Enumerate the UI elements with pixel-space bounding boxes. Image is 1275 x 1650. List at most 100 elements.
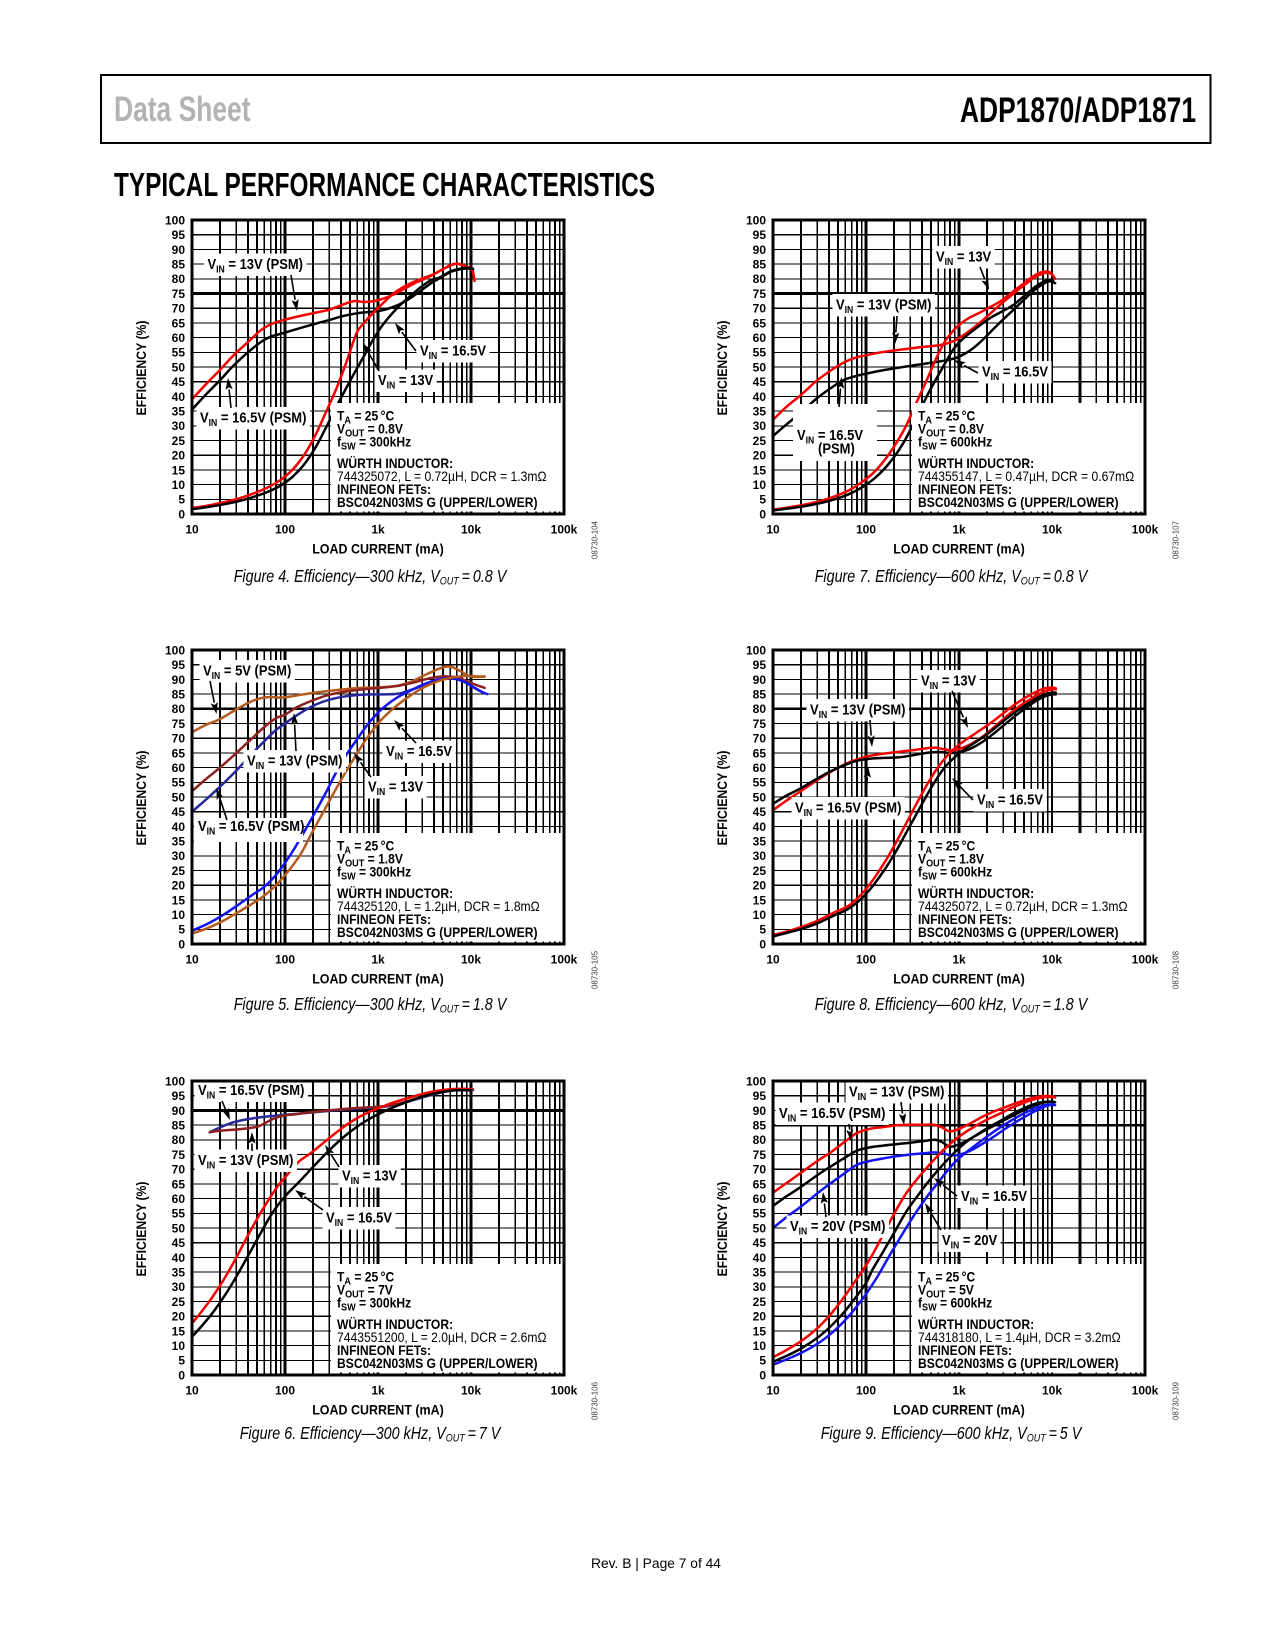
svg-text:Figure 5. Efficiency—300 kHz,: Figure 5. Efficiency—300 kHz, VOUT = 1.8… [234,994,508,1015]
svg-text:80: 80 [172,1133,186,1147]
svg-text:BSC042N03MS G (UPPER/LOWER): BSC042N03MS G (UPPER/LOWER) [918,924,1119,940]
svg-text:TA = 25 °C: TA = 25 °C [918,1269,975,1288]
svg-text:10: 10 [185,953,199,967]
svg-text:744318180, L = 1.4µH, DCR = 3.: 744318180, L = 1.4µH, DCR = 3.2mΩ [918,1329,1121,1345]
svg-text:BSC042N03MS G (UPPER/LOWER): BSC042N03MS G (UPPER/LOWER) [337,924,538,940]
svg-text:TA = 25 °C: TA = 25 °C [337,1269,394,1288]
svg-text:VIN = 5V (PSM): VIN = 5V (PSM) [203,663,291,682]
svg-text:EFFICIENCY (%): EFFICIENCY (%) [133,751,149,846]
svg-text:45: 45 [172,375,186,389]
svg-text:30: 30 [753,419,767,433]
svg-text:EFFICIENCY (%): EFFICIENCY (%) [133,321,149,416]
svg-text:95: 95 [172,658,186,672]
svg-text:20: 20 [753,449,767,463]
svg-text:WÜRTH INDUCTOR:: WÜRTH INDUCTOR: [337,455,453,471]
svg-text:VIN = 13V (PSM): VIN = 13V (PSM) [208,256,304,275]
svg-text:90: 90 [753,1104,767,1118]
svg-text:55: 55 [172,1207,186,1221]
svg-text:100k: 100k [1132,953,1159,967]
svg-text:65: 65 [172,316,186,330]
svg-text:50: 50 [172,1221,186,1235]
svg-text:15: 15 [753,1324,767,1338]
svg-text:1k: 1k [371,523,385,537]
svg-text:VIN = 16.5V: VIN = 16.5V [386,743,452,762]
svg-text:VIN = 20V: VIN = 20V [942,1232,997,1251]
svg-text:INFINEON FETs:: INFINEON FETs: [337,911,431,927]
svg-text:70: 70 [172,1163,186,1177]
svg-text:TA = 25 °C: TA = 25 °C [337,838,394,857]
svg-text:100: 100 [856,1384,876,1398]
svg-text:75: 75 [172,717,186,731]
svg-text:35: 35 [753,835,767,849]
svg-text:0: 0 [178,507,185,521]
svg-text:Figure 6. Efficiency—300 kHz,: Figure 6. Efficiency—300 kHz, VOUT = 7 V [240,1423,502,1444]
svg-text:EFFICIENCY (%): EFFICIENCY (%) [714,1182,730,1277]
svg-text:TA = 25 °C: TA = 25 °C [337,408,394,427]
svg-text:10k: 10k [461,953,481,967]
svg-text:85: 85 [172,1119,186,1133]
svg-text:80: 80 [172,702,186,716]
svg-text:VIN = 16.5V (PSM): VIN = 16.5V (PSM) [198,1082,304,1101]
svg-text:95: 95 [172,1089,186,1103]
svg-text:50: 50 [172,360,186,374]
svg-text:20: 20 [172,1310,186,1324]
svg-text:VIN = 13V (PSM): VIN = 13V (PSM) [849,1084,945,1103]
svg-text:40: 40 [753,390,767,404]
svg-text:fSW = 600kHz: fSW = 600kHz [918,863,992,882]
svg-text:INFINEON FETs:: INFINEON FETs: [918,1342,1012,1358]
svg-text:1k: 1k [952,523,966,537]
svg-text:08730-105: 08730-105 [590,951,600,989]
svg-text:20: 20 [753,879,767,893]
svg-text:VIN = 16.5V: VIN = 16.5V [326,1210,392,1229]
svg-text:VIN = 13V (PSM): VIN = 13V (PSM) [247,753,343,772]
svg-text:LOAD CURRENT (mA): LOAD CURRENT (mA) [312,541,444,557]
svg-text:100: 100 [275,953,295,967]
svg-text:BSC042N03MS G (UPPER/LOWER): BSC042N03MS G (UPPER/LOWER) [337,494,538,510]
svg-text:(PSM): (PSM) [818,441,855,458]
svg-text:90: 90 [172,1104,186,1118]
svg-text:1k: 1k [371,1384,385,1398]
svg-text:0: 0 [759,937,766,951]
svg-text:45: 45 [753,805,767,819]
svg-text:25: 25 [753,1295,767,1309]
svg-text:100: 100 [856,953,876,967]
svg-text:35: 35 [753,405,767,419]
svg-text:55: 55 [172,346,186,360]
svg-text:100: 100 [275,1384,295,1398]
svg-text:VIN = 16.5V: VIN = 16.5V [961,1188,1027,1207]
svg-text:0: 0 [178,1368,185,1382]
svg-text:10: 10 [753,478,767,492]
svg-text:70: 70 [753,732,767,746]
svg-text:35: 35 [172,835,186,849]
svg-text:0: 0 [178,937,185,951]
svg-text:INFINEON FETs:: INFINEON FETs: [918,481,1012,497]
svg-text:VIN = 13V: VIN = 13V [368,779,423,798]
svg-text:25: 25 [753,434,767,448]
svg-text:744325120, L = 1.2µH, DCR = 1.: 744325120, L = 1.2µH, DCR = 1.8mΩ [337,898,540,914]
svg-text:10k: 10k [461,523,481,537]
svg-text:VIN = 13V (PSM): VIN = 13V (PSM) [198,1152,294,1171]
svg-text:50: 50 [172,790,186,804]
svg-text:100: 100 [165,1074,185,1088]
svg-text:LOAD CURRENT (mA): LOAD CURRENT (mA) [312,971,444,987]
svg-text:55: 55 [753,1207,767,1221]
svg-text:45: 45 [753,1236,767,1250]
svg-text:744325072, L = 0.72µH, DCR = 1: 744325072, L = 0.72µH, DCR = 1.3mΩ [918,898,1128,914]
svg-text:Rev. B | Page 7 of 44: Rev. B | Page 7 of 44 [591,1556,721,1571]
svg-text:40: 40 [172,820,186,834]
svg-text:BSC042N03MS G (UPPER/LOWER): BSC042N03MS G (UPPER/LOWER) [918,494,1119,510]
svg-text:45: 45 [172,1236,186,1250]
svg-text:30: 30 [753,1280,767,1294]
svg-text:WÜRTH INDUCTOR:: WÜRTH INDUCTOR: [918,455,1034,471]
svg-text:100: 100 [746,213,766,227]
svg-text:EFFICIENCY (%): EFFICIENCY (%) [133,1182,149,1277]
svg-text:45: 45 [753,375,767,389]
svg-text:85: 85 [172,258,186,272]
svg-text:1k: 1k [952,1384,966,1398]
svg-text:10: 10 [766,1384,780,1398]
svg-text:30: 30 [172,1280,186,1294]
svg-text:10: 10 [766,953,780,967]
svg-text:95: 95 [172,228,186,242]
svg-text:VIN = 16.5V (PSM): VIN = 16.5V (PSM) [198,818,304,837]
svg-text:20: 20 [753,1310,767,1324]
